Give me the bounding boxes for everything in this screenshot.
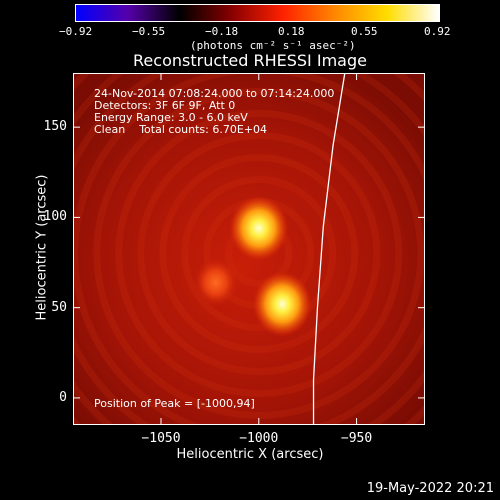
x-tick-label: −950: [340, 431, 373, 446]
y-tick-label: 50: [51, 299, 67, 315]
annotation-time: 24-Nov-2014 07:08:24.000 to 07:14:24.000: [94, 87, 335, 100]
colorbar-tick-label: −0.92: [59, 25, 93, 38]
y-tick-label: 100: [43, 209, 67, 225]
colorbar-unit: (photons cm⁻² s⁻¹ asec⁻²): [190, 39, 356, 52]
colorbar-tick-label: −0.55: [132, 25, 166, 38]
emission-source: [228, 195, 289, 262]
colorbar: [75, 4, 440, 22]
ripple-ring: [159, 154, 359, 354]
colorbar-tick-label: −0.18: [205, 25, 239, 38]
emission-source: [193, 258, 238, 307]
ripple-ring: [137, 132, 381, 376]
chart-title: Reconstructed RHESSI Image: [133, 51, 367, 70]
x-tick-label: −1050: [141, 431, 181, 446]
emission-source: [252, 271, 313, 338]
x-tick-label: −1000: [239, 431, 279, 446]
annotation-energy: Energy Range: 3.0 - 6.0 keV: [94, 111, 248, 124]
ripple-ring: [115, 110, 403, 398]
annotation-clean: Clean Total counts: 6.70E+04: [94, 123, 268, 136]
ripple-ring: [93, 88, 425, 420]
ripple-ring: [73, 73, 425, 425]
y-tick-label: 150: [43, 119, 67, 135]
colorbar-tick-label: 0.92: [424, 25, 451, 38]
footer-date: 19-May-2022 20:21: [366, 481, 494, 496]
colorbar-tick-label: 0.18: [278, 25, 305, 38]
y-axis-label: Heliocentric Y (arcsec): [34, 174, 50, 321]
annotation-peak: Position of Peak = [-1000,94]: [94, 397, 255, 410]
plot-frame: [73, 73, 425, 425]
solar-limb-line: [312, 73, 346, 425]
annotation-detectors: Detectors: 3F 6F 9F, Att 0: [94, 99, 236, 112]
colorbar-tick-label: 0.55: [351, 25, 378, 38]
heatmap-plot: [73, 73, 425, 425]
x-axis-label: Heliocentric X (arcsec): [176, 447, 324, 462]
ripple-ring: [181, 176, 337, 332]
y-tick-label: 0: [59, 389, 67, 405]
